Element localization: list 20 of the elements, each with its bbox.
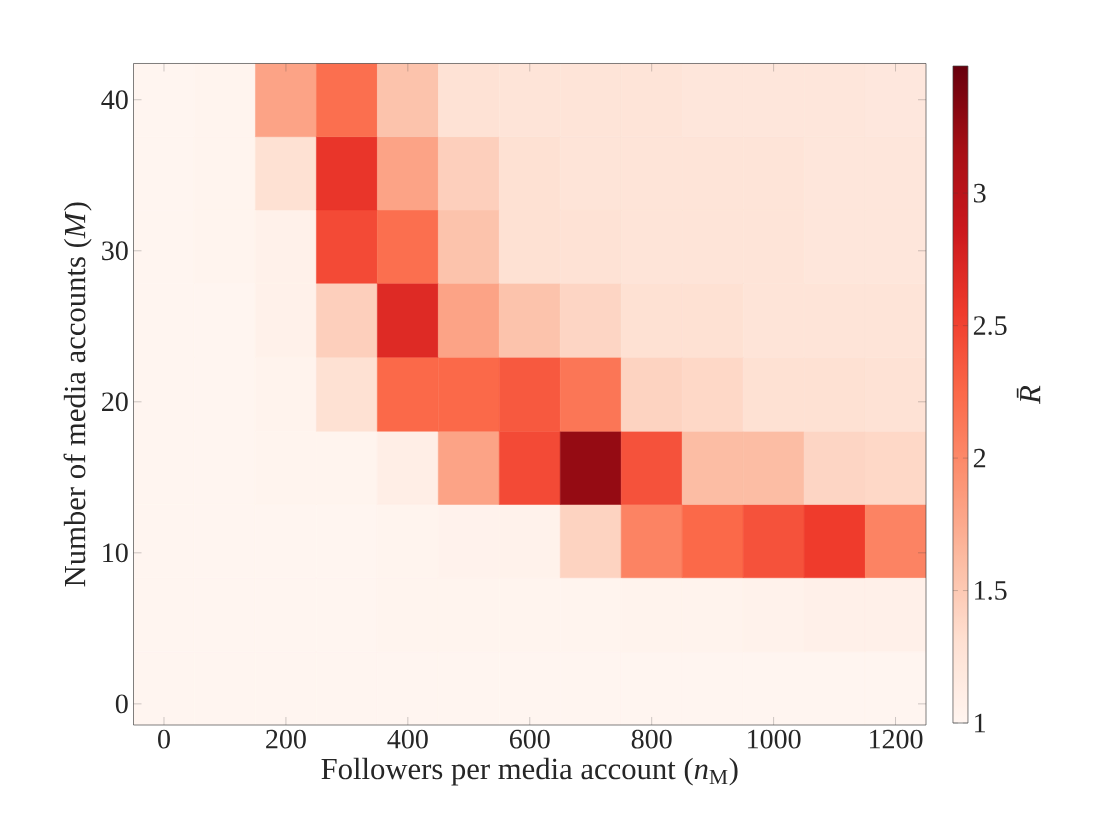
x-tick-label: 1200 xyxy=(869,729,923,749)
color-bar-label: 2.5 xyxy=(973,316,1007,336)
y-tick-label: 10 xyxy=(103,543,128,563)
x-tick-label: 400 xyxy=(387,729,428,749)
y-tick-label: 30 xyxy=(102,241,128,261)
color-bar-label: 3 xyxy=(974,183,986,203)
x-tick-label: 0 xyxy=(158,729,170,749)
color-bar-title: R̄ xyxy=(1016,385,1041,405)
x-tick-label: 200 xyxy=(266,729,306,749)
x-tick-label: 800 xyxy=(631,729,672,749)
color-bar-label: 1 xyxy=(975,713,985,733)
y-axis-title: Number of media accounts (M) xyxy=(63,202,92,587)
y-tick-label: 20 xyxy=(102,392,128,412)
x-axis-title: Followers per media account (n$_{M}$) xyxy=(321,757,738,786)
y-tick-label: 0 xyxy=(115,694,128,714)
color-bar-label: 1.5 xyxy=(975,581,1007,600)
x-tick-label: 600 xyxy=(509,729,550,749)
y-tick-label: 40 xyxy=(101,90,128,110)
x-tick-label: 1000 xyxy=(748,729,801,749)
color-bar-label: 2 xyxy=(973,448,986,468)
